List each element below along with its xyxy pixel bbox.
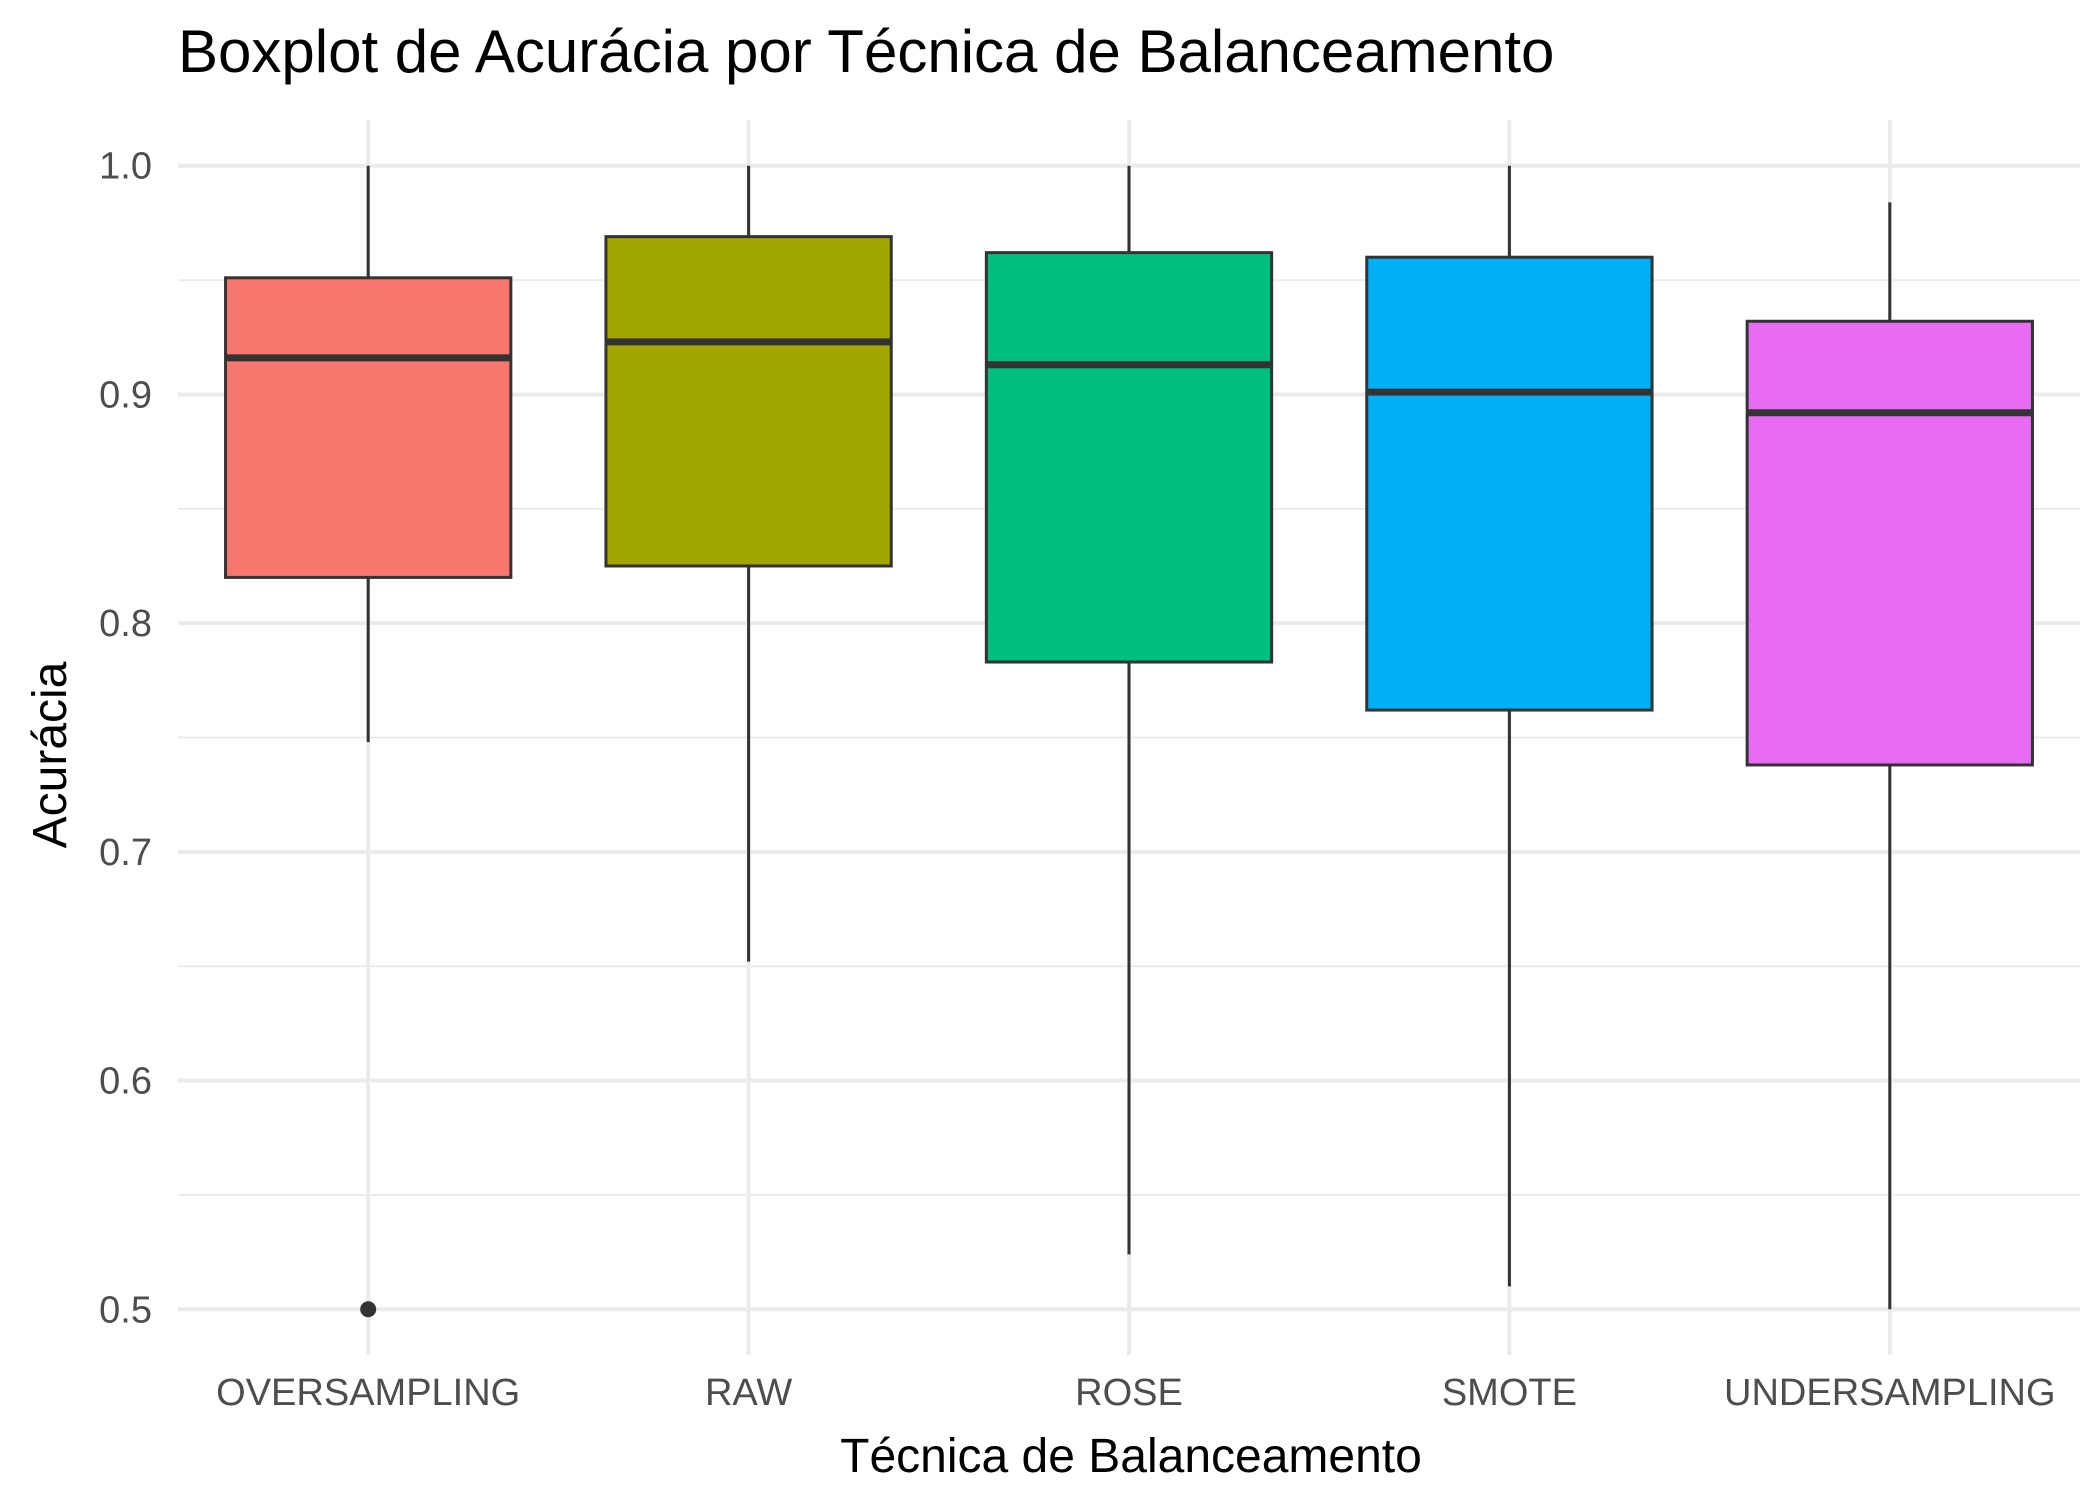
y-tick-label: 0.7: [99, 832, 152, 874]
box-undersampling: [1745, 202, 2034, 1310]
box-smote: [1365, 165, 1654, 1287]
box-rose: [984, 165, 1274, 1255]
y-tick-label: 0.8: [99, 603, 152, 645]
y-tick-label: 0.5: [99, 1289, 152, 1331]
x-tick-label: SMOTE: [1442, 1372, 1577, 1414]
boxes-layer: [224, 165, 2034, 1318]
box-oversampling: [224, 165, 513, 1318]
box-body: [1365, 255, 1654, 712]
chart-title: Boxplot de Acurácia por Técnica de Balan…: [178, 18, 1554, 85]
y-tick-label: 0.9: [99, 374, 152, 416]
box-raw: [604, 165, 893, 962]
y-tick-label: 1.0: [99, 146, 152, 188]
x-tick-label: UNDERSAMPLING: [1724, 1372, 2056, 1414]
box-body: [604, 235, 893, 568]
box-body: [984, 251, 1274, 664]
y-axis-title: Acurácia: [24, 661, 77, 848]
box-body: [1745, 319, 2034, 767]
y-tick-label: 0.6: [99, 1061, 152, 1103]
x-tick-label: RAW: [705, 1372, 792, 1414]
x-axis-title: Técnica de Balanceamento: [840, 1430, 1422, 1483]
x-tick-label: ROSE: [1075, 1372, 1183, 1414]
x-tick-labels: OVERSAMPLING RAW ROSE SMOTE UNDERSAMPLING: [216, 1372, 2055, 1414]
outlier-point: [360, 1301, 377, 1318]
y-tick-labels: 0.5 0.6 0.7 0.8 0.9 1.0: [99, 146, 152, 1332]
x-tick-label: OVERSAMPLING: [216, 1372, 520, 1414]
box-body: [224, 276, 513, 579]
